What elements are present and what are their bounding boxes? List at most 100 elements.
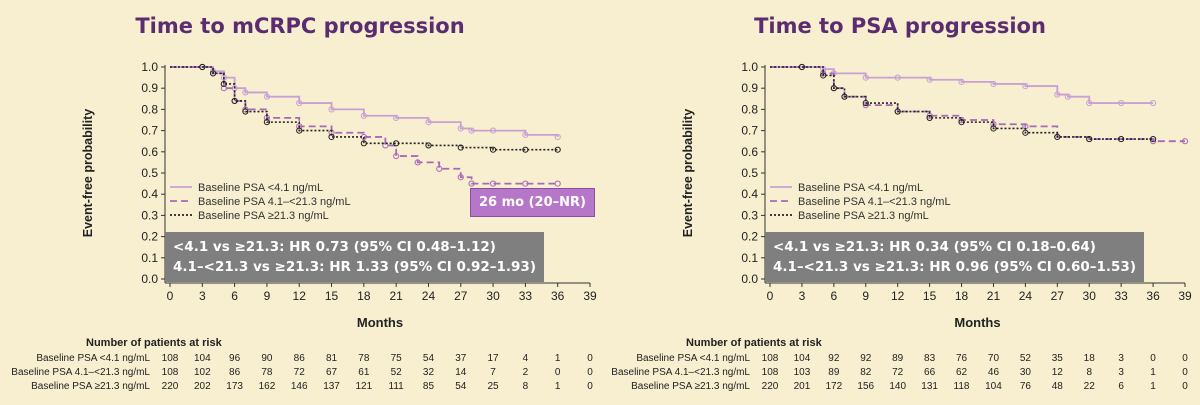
censor-mark <box>209 70 217 77</box>
risk-cell: 70 <box>987 353 1000 364</box>
censor-mark <box>958 119 965 126</box>
legend-label: Baseline PSA ≥21.3 ng/mL <box>198 210 329 222</box>
x-tick-label: 30 <box>1083 289 1097 303</box>
censor-mark <box>468 180 475 187</box>
risk-cell: 0 <box>1182 353 1188 364</box>
risk-cell: 137 <box>323 381 340 392</box>
censor-mark <box>894 74 901 81</box>
censor-mark <box>1149 99 1157 107</box>
censor-mark <box>263 93 271 100</box>
censor-mark <box>489 180 497 187</box>
censor-mark <box>457 174 464 181</box>
x-tick-label: 36 <box>1146 289 1160 303</box>
censor-mark <box>990 80 997 88</box>
y-tick-label: 0.4 <box>141 187 158 201</box>
risk-cell: 0 <box>587 353 593 364</box>
risk-cell: 22 <box>1083 381 1095 392</box>
censor-mark <box>382 142 389 149</box>
y-axis-label: Event-free probability <box>81 109 95 238</box>
censor-mark <box>263 119 271 126</box>
censor-mark <box>220 85 227 92</box>
censor-mark <box>296 99 303 107</box>
risk-cell: 92 <box>860 353 872 364</box>
y-tick-label: 0.4 <box>741 187 758 201</box>
censor-mark <box>554 133 561 141</box>
risk-cell: 85 <box>422 381 435 392</box>
risk-cell: 12 <box>1051 367 1063 378</box>
risk-cell: 82 <box>860 367 872 378</box>
x-tick-label: 3 <box>799 289 806 303</box>
risk-cell: 108 <box>161 367 179 378</box>
risk-cell: 48 <box>1051 381 1063 392</box>
censor-mark <box>242 108 249 115</box>
x-tick-label: 21 <box>987 289 1001 303</box>
censor-mark <box>1118 135 1125 143</box>
censor-mark <box>894 108 901 115</box>
y-tick-label: 0.2 <box>141 230 158 244</box>
risk-cell: 6 <box>1118 381 1124 392</box>
risk-cell: 0 <box>587 367 593 378</box>
risk-table-title: Number of patients at risk <box>686 337 822 349</box>
risk-cell: 220 <box>761 381 779 392</box>
y-tick-label: 0.3 <box>741 208 758 222</box>
y-tick-label: 0.9 <box>741 81 758 95</box>
risk-cell: 37 <box>455 353 467 364</box>
censor-mark <box>393 152 400 160</box>
risk-cell: 90 <box>261 353 273 364</box>
risk-row-label: Baseline PSA 4.1–<21.3 ng/mL <box>611 367 750 378</box>
y-tick-label: 0.5 <box>741 166 758 180</box>
risk-cell: 52 <box>390 367 402 378</box>
x-tick-label: 15 <box>325 289 339 303</box>
risk-table-title: Number of patients at risk <box>86 337 222 349</box>
y-axis-label: Event-free probability <box>681 109 695 238</box>
risk-cell: 54 <box>455 381 467 392</box>
risk-cell: 8 <box>522 381 529 392</box>
x-tick-label: 6 <box>231 289 238 303</box>
censor-mark <box>296 127 303 134</box>
x-tick-label: 0 <box>767 289 774 303</box>
x-tick-label: 39 <box>1178 289 1192 303</box>
risk-row-label: Baseline PSA <4.1 ng/mL <box>636 353 750 364</box>
risk-cell: 1 <box>554 353 561 364</box>
censor-mark <box>328 133 335 141</box>
x-tick-label: 33 <box>1114 289 1128 303</box>
legend-label: Baseline PSA 4.1–<21.3 ng/mL <box>798 196 951 208</box>
y-tick-label: 0.1 <box>141 251 158 265</box>
risk-cell: 1 <box>554 381 561 392</box>
x-tick-label: 33 <box>519 289 533 303</box>
x-tick-label: 9 <box>862 289 869 303</box>
censor-mark <box>360 112 367 119</box>
hazard-ratio-box: <4.1 vs ≥21.3: HR 0.73 (95% CI 0.48–1.12… <box>165 232 544 282</box>
risk-cell: 0 <box>1150 353 1156 364</box>
censor-mark <box>554 180 561 187</box>
risk-cell: 1 <box>1150 381 1156 392</box>
censor-mark <box>489 127 497 134</box>
y-tick-label: 0.5 <box>141 166 158 180</box>
risk-cell: 54 <box>422 353 435 364</box>
x-tick-label: 9 <box>264 289 271 303</box>
censor-mark <box>393 140 400 147</box>
risk-cell: 30 <box>1019 367 1031 378</box>
x-tick-label: 27 <box>454 289 468 303</box>
censor-mark <box>862 102 869 109</box>
censor-mark <box>1118 99 1125 107</box>
chart-title: Time to mCRPC progression <box>135 14 465 38</box>
censor-mark <box>990 121 997 128</box>
risk-cell: 83 <box>924 353 936 364</box>
censor-mark <box>1181 138 1189 145</box>
risk-row-label: Baseline PSA ≥21.3 ng/mL <box>31 381 150 392</box>
censor-mark <box>820 72 827 79</box>
hazard-ratio-text: <4.1 vs ≥21.3: HR 0.34 (95% CI 0.18–0.64… <box>773 239 1096 255</box>
censor-mark <box>199 63 206 71</box>
chart-panel-psa: Time to PSA progression 0.0 0.1 0.2 0.3 0.4 0… <box>600 0 1200 405</box>
x-tick-label: 36 <box>551 289 565 303</box>
censor-mark <box>436 165 443 172</box>
x-tick-label: 24 <box>1019 289 1033 303</box>
censor-mark <box>242 89 249 96</box>
risk-row-label: Baseline PSA <4.1 ng/mL <box>36 353 150 364</box>
censor-mark <box>220 80 227 88</box>
chart-panel-mcrpc: Time to mCRPC progression 0.0 0.1 0.2 0.3 0.… <box>11 14 597 392</box>
censor-mark <box>328 106 335 113</box>
censor-mark <box>393 114 400 121</box>
risk-cell: 172 <box>825 381 843 392</box>
